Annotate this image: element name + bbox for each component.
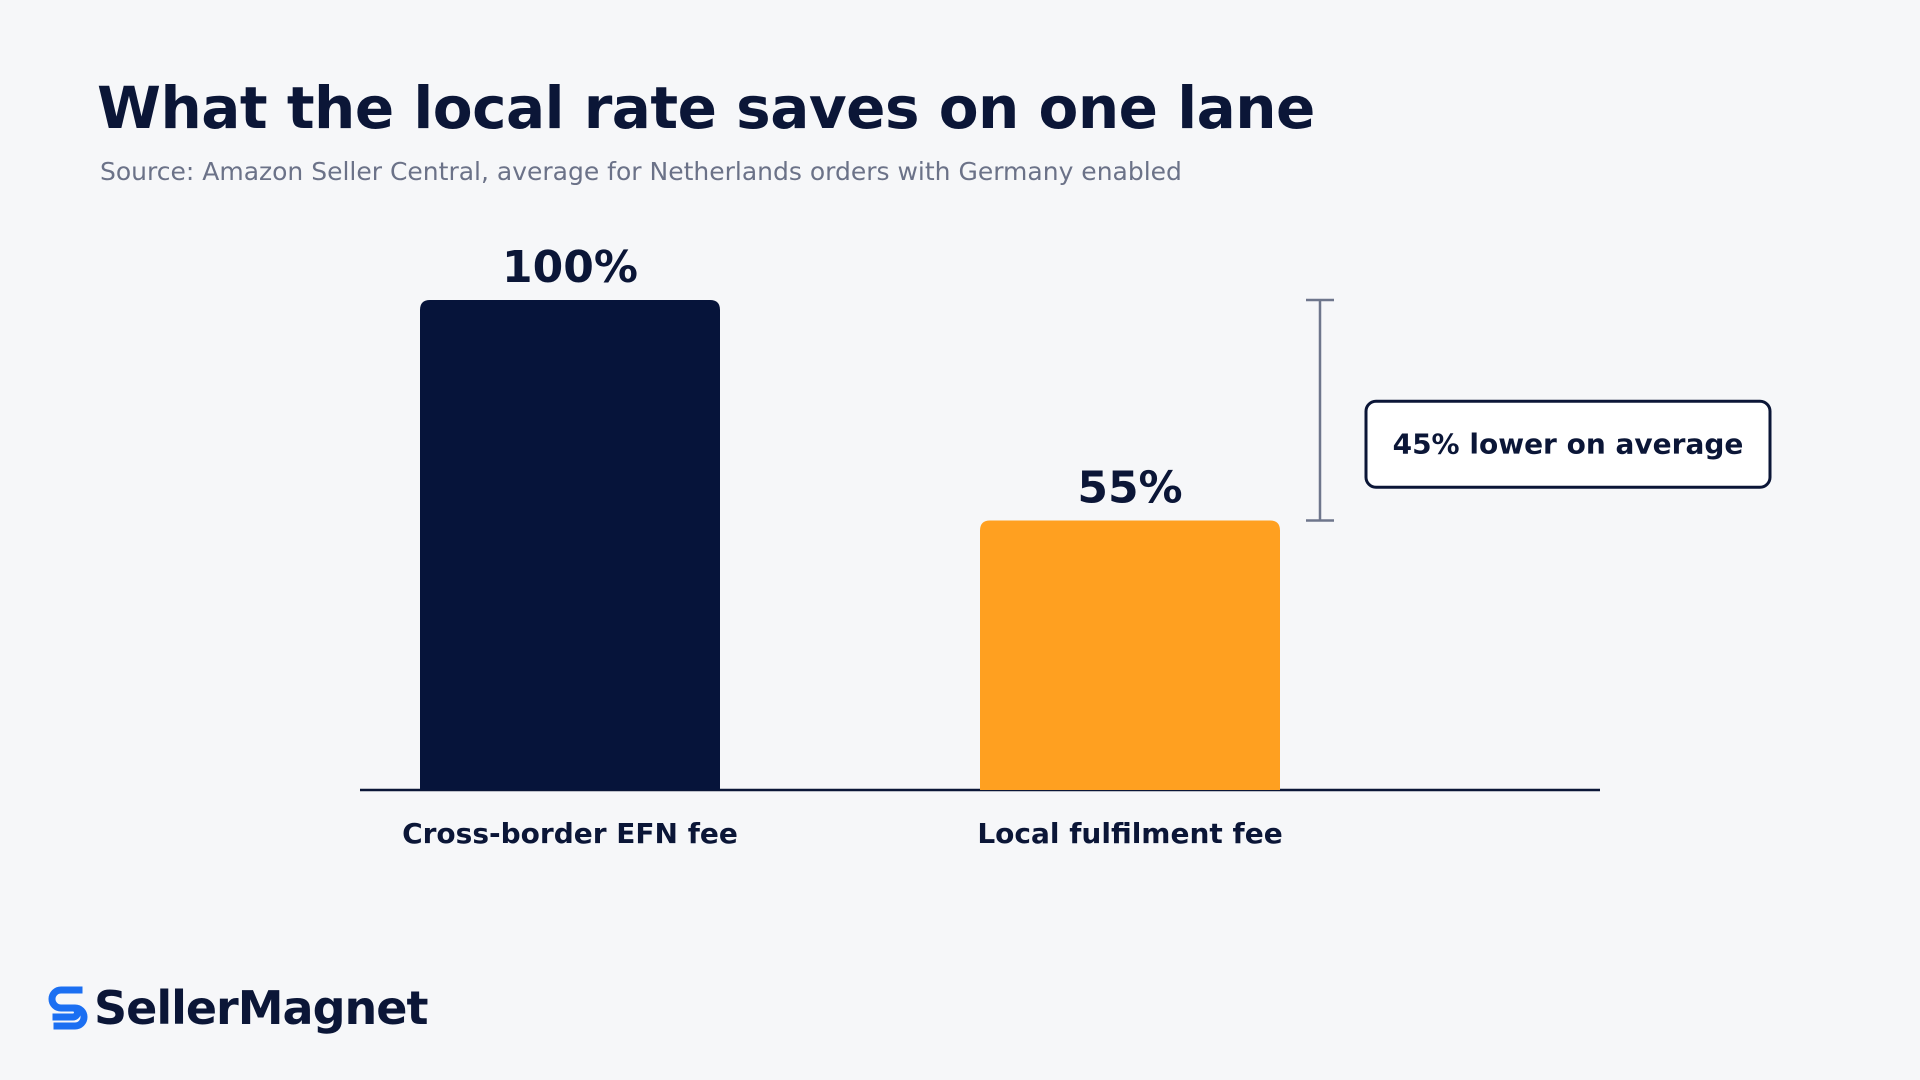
annotation-text: 45% lower on average <box>1393 427 1744 460</box>
brand-name: SellerMagnet <box>94 981 428 1035</box>
annotation-box <box>1364 399 1772 489</box>
chart-title: What the local rate saves on one lane <box>97 74 1315 142</box>
category-label-2: Local fulfilment fee <box>977 817 1282 850</box>
data-label-1: 100% <box>502 242 638 293</box>
chart-subtitle: Source: Amazon Seller Central, average f… <box>100 157 1182 186</box>
sellermagnet-logo-icon <box>48 986 88 1030</box>
brand-logo: SellerMagnet <box>48 978 428 1038</box>
data-label-2: 55% <box>1077 463 1182 514</box>
bar-1 <box>420 300 720 790</box>
category-label-1: Cross-border EFN fee <box>402 817 738 850</box>
bar-2 <box>980 520 1280 790</box>
